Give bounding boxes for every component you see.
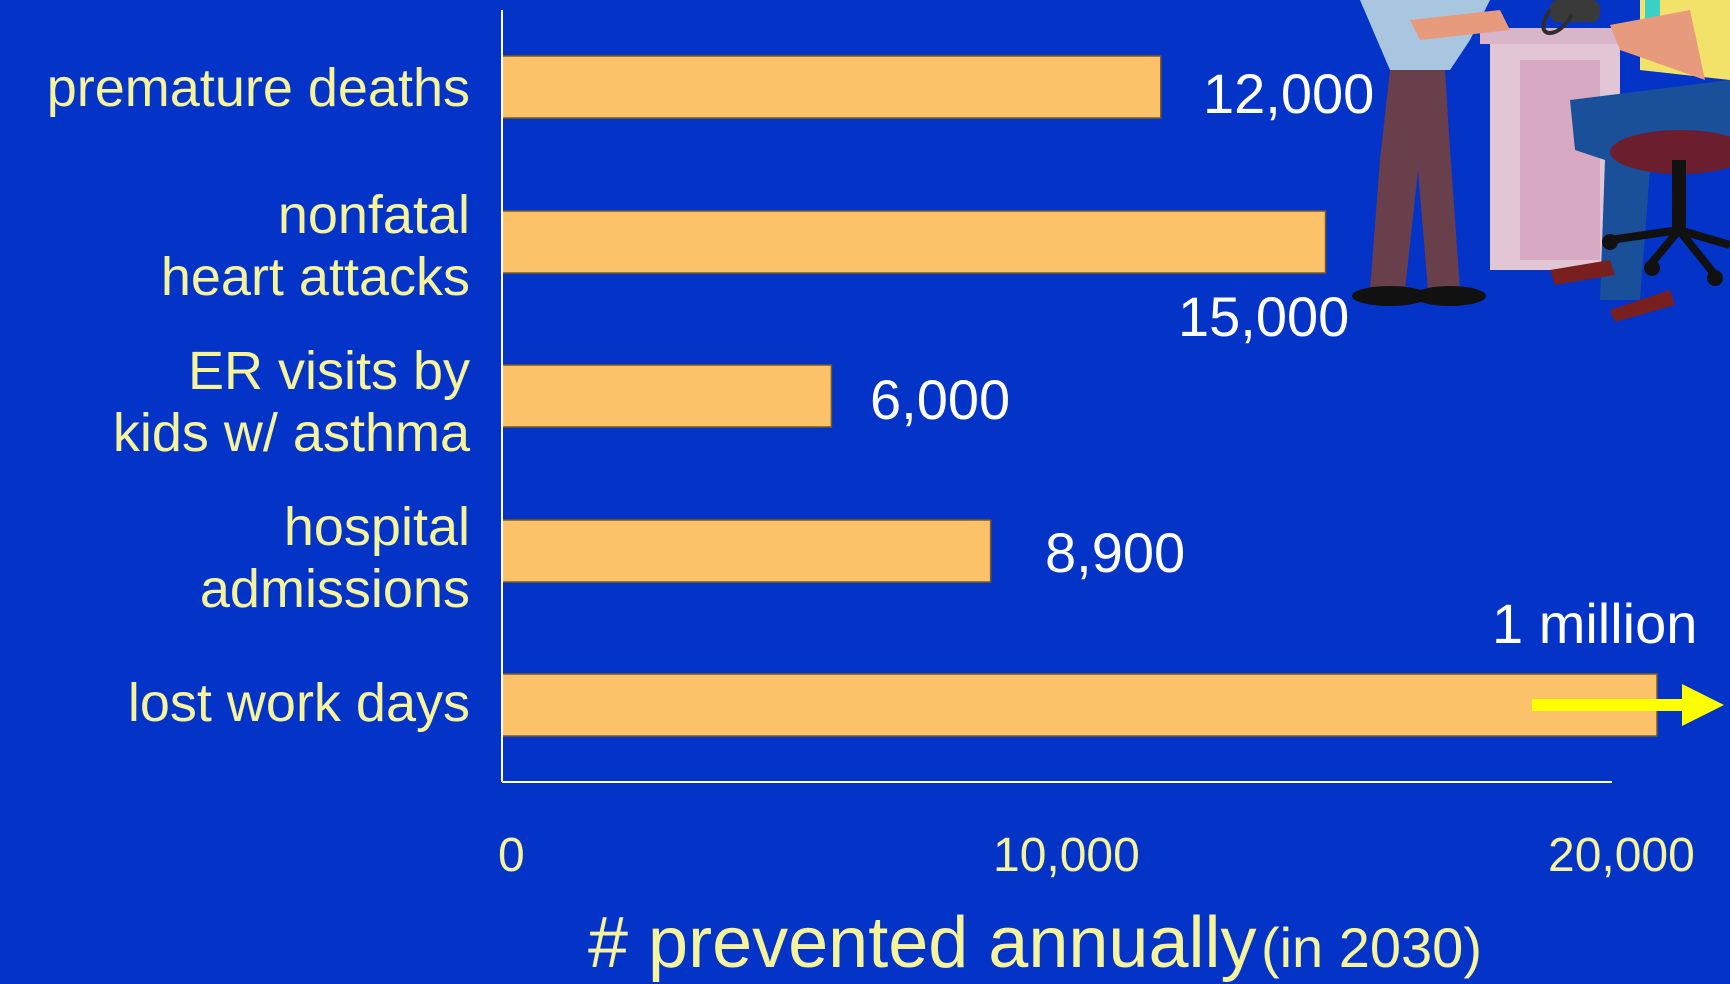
- x-tick-label-20000: 20,000: [1548, 829, 1695, 882]
- off-scale-arrow-icon: [1682, 684, 1724, 726]
- value-label-hospital-admissions: 8,900: [1045, 521, 1186, 584]
- bar-lost-work-days: [501, 673, 1658, 737]
- category-label-nonfatal-heart-attacks: nonfatal heart attacks: [160, 185, 470, 307]
- value-label-premature-deaths: 12,000: [1203, 62, 1375, 125]
- doctor-checking-patient-blood-pressure-icon: [1352, 0, 1730, 322]
- value-label-lost-work-days: 1 million: [1492, 592, 1698, 655]
- bar-hospital-admissions: [501, 519, 992, 583]
- x-axis-label-note: (in 2030): [1260, 916, 1482, 979]
- x-tick-label-10000: 10,000: [993, 829, 1140, 882]
- category-label-hospital-admissions: hospital admissions: [199, 497, 470, 619]
- bar-er-visits-by-kids-w-asthma: [501, 364, 833, 428]
- x-axis-label: # prevented annually: [588, 903, 1257, 983]
- value-label-er-visits: 6,000: [870, 368, 1011, 431]
- category-label-premature-deaths: premature deaths: [46, 58, 470, 118]
- category-label-lost-work-days: lost work days: [127, 673, 470, 733]
- x-axis-title: # prevented annually (in 2030): [0, 902, 1730, 984]
- value-label-nonfatal-heart-attacks: 15,000: [1178, 285, 1350, 348]
- x-tick-label-0: 0: [498, 829, 525, 882]
- category-label-er-visits: ER visits by kids w/ asthma: [112, 341, 470, 463]
- bar-nonfatal-heart-attacks: [501, 210, 1327, 274]
- bar-premature-deaths: [501, 55, 1162, 119]
